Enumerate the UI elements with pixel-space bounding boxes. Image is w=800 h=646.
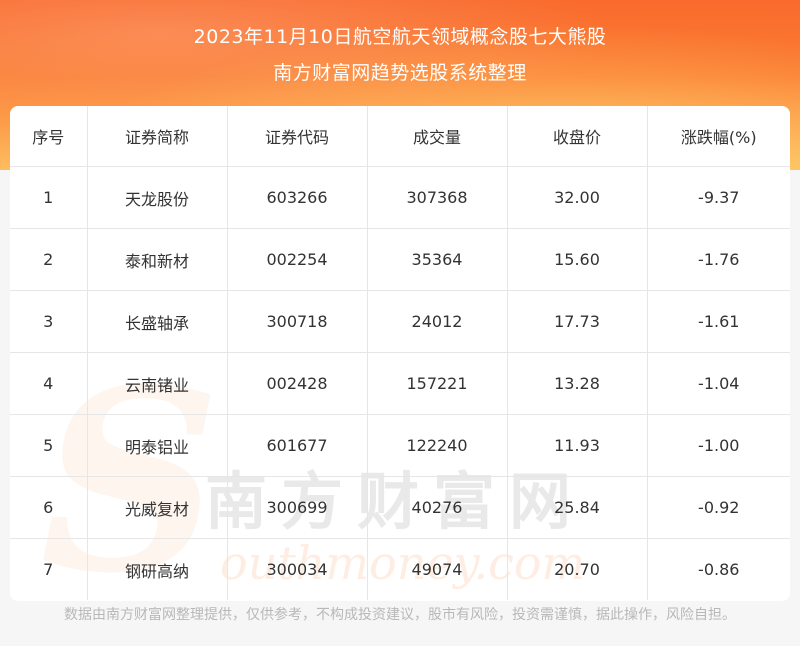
cell-name: 钢研高纳 xyxy=(87,538,228,600)
col-header-index: 序号 xyxy=(10,106,88,167)
cell-change: -9.37 xyxy=(647,166,790,229)
cell-close: 20.70 xyxy=(507,538,648,600)
cell-index: 2 xyxy=(10,228,88,291)
cell-index: 7 xyxy=(10,538,88,600)
page-title: 2023年11月10日航空航天领域概念股七大熊股 xyxy=(193,26,607,48)
cell-volume: 157221 xyxy=(367,352,508,415)
table-row: 3 长盛轴承 300718 24012 17.73 -1.61 xyxy=(10,290,790,353)
cell-code: 002254 xyxy=(227,228,368,291)
cell-change: -0.92 xyxy=(647,476,790,539)
cell-volume: 35364 xyxy=(367,228,508,291)
col-header-close: 收盘价 xyxy=(507,106,648,167)
cell-index: 1 xyxy=(10,166,88,229)
cell-name: 明泰铝业 xyxy=(87,414,228,477)
cell-volume: 49074 xyxy=(367,538,508,600)
cell-volume: 122240 xyxy=(367,414,508,477)
table-header-row: 序号 证券简称 证券代码 成交量 收盘价 涨跌幅(%) xyxy=(10,106,790,167)
cell-volume: 40276 xyxy=(367,476,508,539)
cell-code: 300699 xyxy=(227,476,368,539)
cell-close: 11.93 xyxy=(507,414,648,477)
col-header-code: 证券代码 xyxy=(227,106,368,167)
cell-close: 32.00 xyxy=(507,166,648,229)
cell-index: 6 xyxy=(10,476,88,539)
cell-close: 15.60 xyxy=(507,228,648,291)
cell-code: 002428 xyxy=(227,352,368,415)
cell-name: 云南锗业 xyxy=(87,352,228,415)
cell-name: 光威复材 xyxy=(87,476,228,539)
table-row: 5 明泰铝业 601677 122240 11.93 -1.00 xyxy=(10,414,790,477)
col-header-change: 涨跌幅(%) xyxy=(647,106,790,167)
cell-name: 天龙股份 xyxy=(87,166,228,229)
cell-index: 5 xyxy=(10,414,88,477)
cell-close: 25.84 xyxy=(507,476,648,539)
col-header-volume: 成交量 xyxy=(367,106,508,167)
table-row: 4 云南锗业 002428 157221 13.28 -1.04 xyxy=(10,352,790,415)
cell-index: 4 xyxy=(10,352,88,415)
cell-code: 601677 xyxy=(227,414,368,477)
cell-close: 13.28 xyxy=(507,352,648,415)
table-row: 7 钢研高纳 300034 49074 20.70 -0.86 xyxy=(10,538,790,600)
cell-change: -1.00 xyxy=(647,414,790,477)
cell-change: -1.61 xyxy=(647,290,790,353)
cell-close: 17.73 xyxy=(507,290,648,353)
table-row: 1 天龙股份 603266 307368 32.00 -9.37 xyxy=(10,166,790,229)
cell-change: -1.04 xyxy=(647,352,790,415)
footer-disclaimer: 数据由南方财富网整理提供，仅供参考，不构成投资建议，股市有风险，投资需谨慎，据此… xyxy=(64,607,736,623)
col-header-name: 证券简称 xyxy=(87,106,228,167)
cell-code: 300034 xyxy=(227,538,368,600)
page-subtitle: 南方财富网趋势选股系统整理 xyxy=(273,62,527,84)
cell-code: 300718 xyxy=(227,290,368,353)
cell-name: 泰和新材 xyxy=(87,228,228,291)
cell-change: -0.86 xyxy=(698,560,740,579)
cell-name: 长盛轴承 xyxy=(87,290,228,353)
data-card: S 南方财富网 outhmoney.com 序号 证券简称 证券代码 成交量 收… xyxy=(10,106,790,601)
table-row: 6 光威复材 300699 40276 25.84 -0.92 xyxy=(10,476,790,539)
cell-index: 3 xyxy=(10,290,88,353)
cell-volume: 24012 xyxy=(367,290,508,353)
stock-table: 序号 证券简称 证券代码 成交量 收盘价 涨跌幅(%) 1 天龙股份 60326… xyxy=(10,106,790,600)
cell-code: 603266 xyxy=(227,166,368,229)
cell-volume: 307368 xyxy=(367,166,508,229)
table-row: 2 泰和新材 002254 35364 15.60 -1.76 xyxy=(10,228,790,291)
cell-change: -1.76 xyxy=(647,228,790,291)
